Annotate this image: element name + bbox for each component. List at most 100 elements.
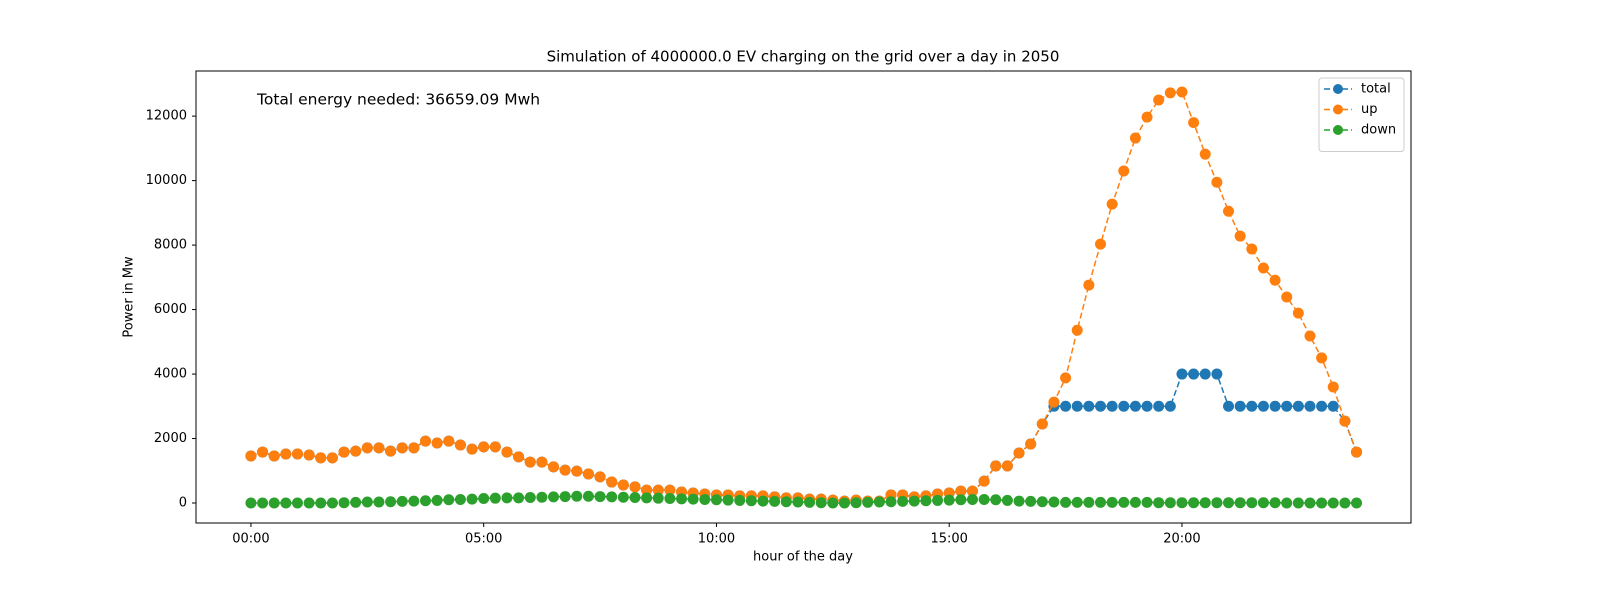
data-point	[326, 452, 338, 464]
data-point	[873, 496, 885, 508]
data-point	[454, 439, 466, 451]
data-point	[664, 484, 676, 496]
y-axis-label: Power in Mw	[122, 256, 137, 338]
data-point	[932, 494, 944, 506]
legend-label: total	[1361, 82, 1391, 97]
data-point	[1351, 497, 1363, 509]
data-point	[408, 495, 420, 507]
data-point	[524, 492, 536, 504]
data-point	[1036, 418, 1048, 430]
data-point	[478, 492, 490, 504]
x-tick-label: 20:00	[1163, 532, 1200, 547]
data-point	[1118, 400, 1130, 412]
data-point	[606, 476, 618, 488]
data-point	[1211, 497, 1223, 509]
data-point	[664, 492, 676, 504]
data-point	[1129, 132, 1141, 144]
data-point	[1188, 117, 1200, 129]
data-point	[431, 494, 443, 506]
data-point	[454, 493, 466, 505]
data-point	[373, 496, 385, 508]
data-point	[606, 491, 618, 503]
data-point	[1048, 396, 1060, 408]
data-point	[1083, 400, 1095, 412]
data-point	[838, 497, 850, 509]
data-point	[350, 445, 362, 457]
data-point	[1164, 87, 1176, 99]
data-point	[1327, 497, 1339, 509]
data-point	[489, 441, 501, 453]
data-point	[315, 497, 327, 509]
data-point	[652, 484, 664, 496]
data-point	[1188, 368, 1200, 380]
data-point	[513, 451, 525, 463]
data-point	[710, 494, 722, 506]
y-tick-label: 6000	[154, 302, 187, 317]
data-point	[303, 497, 315, 509]
data-point	[1129, 400, 1141, 412]
data-point	[291, 448, 303, 460]
data-point	[815, 497, 827, 509]
data-point	[1164, 400, 1176, 412]
data-point	[827, 497, 839, 509]
legend-marker	[1333, 84, 1343, 94]
data-point	[1292, 497, 1304, 509]
data-point	[594, 491, 606, 503]
data-point	[361, 496, 373, 508]
data-point	[1211, 176, 1223, 188]
data-point	[245, 497, 257, 509]
data-point	[536, 456, 548, 468]
data-point	[885, 496, 897, 508]
data-point	[1281, 400, 1293, 412]
data-point	[804, 496, 816, 508]
data-point	[257, 497, 269, 509]
data-point	[1060, 372, 1072, 384]
data-point	[431, 437, 443, 449]
data-point	[1071, 496, 1083, 508]
data-point	[1060, 400, 1072, 412]
data-point	[548, 461, 560, 473]
data-point	[420, 495, 431, 507]
data-point	[617, 491, 629, 503]
data-point	[676, 493, 688, 505]
data-point	[1246, 497, 1258, 509]
data-point	[1048, 496, 1060, 508]
series-line	[250, 91, 1358, 502]
data-point	[582, 468, 594, 480]
data-point	[373, 442, 385, 454]
data-point	[268, 450, 280, 462]
data-point	[396, 495, 408, 507]
data-point	[1106, 496, 1118, 508]
data-point	[1246, 400, 1258, 412]
data-point	[1339, 415, 1351, 427]
x-tick-label: 00:00	[232, 532, 269, 547]
chart-title: Simulation of 4000000.0 EV charging on t…	[547, 48, 1060, 66]
data-point	[617, 479, 629, 491]
data-point	[687, 493, 699, 505]
data-point	[722, 494, 734, 506]
data-point	[361, 442, 373, 454]
data-point	[1199, 148, 1211, 160]
data-point	[1223, 205, 1235, 217]
data-point	[385, 496, 397, 508]
data-point	[1269, 400, 1281, 412]
data-point	[1001, 460, 1013, 472]
data-point	[1292, 307, 1304, 319]
data-point	[1339, 497, 1351, 509]
data-point	[1141, 111, 1153, 123]
data-point	[966, 485, 978, 497]
data-point	[1304, 330, 1316, 342]
data-point	[1316, 352, 1328, 364]
annotation: Total energy needed: 36659.09 Mwh	[256, 91, 540, 109]
data-point	[280, 497, 292, 509]
y-tick-label: 2000	[154, 431, 187, 446]
data-point	[1176, 368, 1188, 380]
data-point	[582, 490, 594, 502]
x-tick-label: 15:00	[930, 532, 967, 547]
data-point	[408, 442, 420, 454]
data-point	[443, 435, 455, 447]
data-point	[489, 492, 501, 504]
data-point	[1304, 497, 1316, 509]
data-point	[769, 495, 781, 507]
